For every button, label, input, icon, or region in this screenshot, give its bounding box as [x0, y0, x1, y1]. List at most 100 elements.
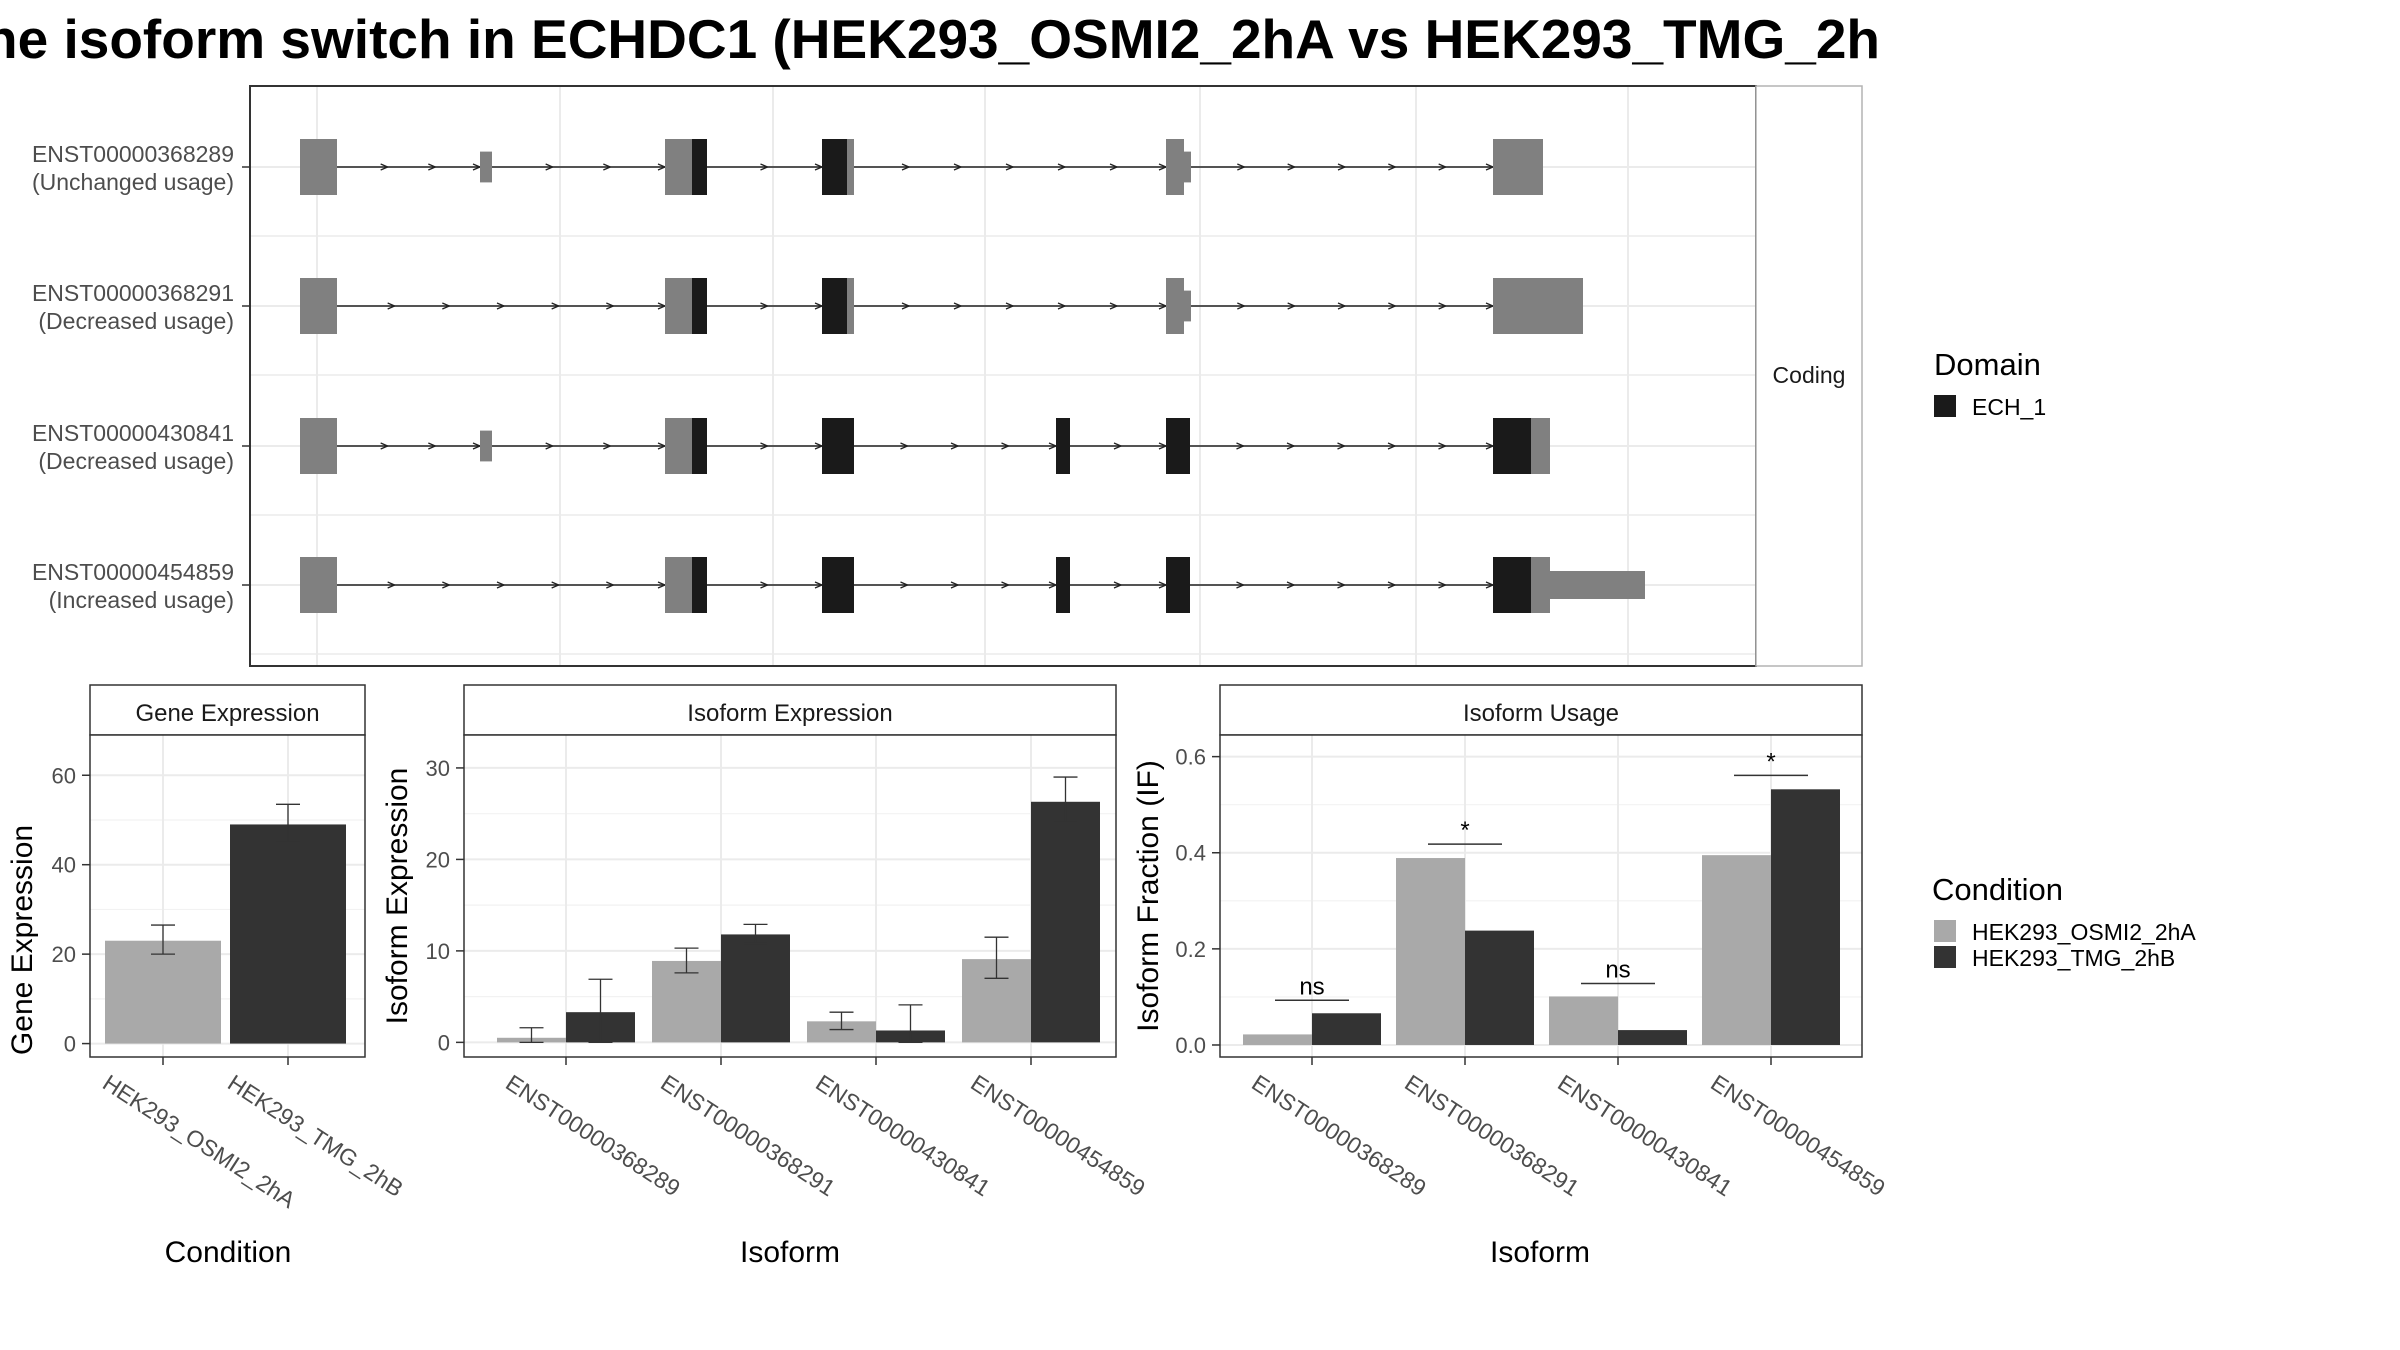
bar: [1031, 801, 1100, 1043]
domain-legend-title: Domain: [1934, 347, 2041, 382]
bar: [1465, 930, 1534, 1045]
bar: [1618, 1030, 1687, 1045]
intron-arrow: [900, 581, 910, 589]
domain-legend-swatch: [1934, 395, 1956, 417]
intron-arrow: [551, 581, 561, 589]
x-axis-title: Isoform: [740, 1236, 840, 1269]
transcript-track-ENST00000368291: [300, 278, 1583, 334]
error-bar: [984, 936, 1009, 979]
error-bar: [519, 1027, 544, 1044]
intron-arrow: [760, 302, 770, 310]
intron-arrow: [442, 302, 451, 310]
plot-border: [89, 734, 366, 1058]
intron-arrow: [901, 163, 911, 171]
intron-arrow: [1337, 302, 1347, 310]
exon-utr: [1184, 151, 1191, 183]
domain-legend: Domain ECH_1: [1934, 347, 2046, 420]
y-axis-title: Isoform Fraction (IF): [1132, 760, 1165, 1032]
y-tick-label: 0.4: [1175, 841, 1206, 866]
y-tick-label: 0: [64, 1032, 76, 1057]
exon-utr: [480, 151, 492, 183]
chart-panel-1: Isoform Expression0102030ENST00000368289…: [381, 684, 1150, 1269]
significance-annotation: ns: [1581, 956, 1655, 985]
y-axis-title: Isoform Expression: [381, 768, 414, 1025]
bar: [652, 960, 721, 1043]
intron-arrow: [380, 163, 390, 171]
chart-panel-2: Isoform Usage0.00.20.40.6ENST00000368289…: [1132, 684, 1890, 1269]
exon-utr: [1493, 139, 1543, 195]
exon-cds: [692, 557, 707, 613]
intron-arrow: [1109, 302, 1119, 310]
y-tick-label: 20: [426, 847, 450, 872]
condition-legend-label-b: HEK293_TMG_2hB: [1972, 945, 2175, 971]
y-tick-label: 60: [52, 763, 76, 788]
exon-utr: [1531, 418, 1550, 474]
intron-arrow: [1005, 163, 1015, 171]
y-tick-label: 40: [52, 853, 76, 878]
chart-title: Isoform Expression: [687, 700, 892, 727]
bar: [721, 934, 790, 1043]
intron-arrow: [1286, 581, 1296, 589]
bar: [807, 1021, 876, 1043]
exon-utr: [1184, 290, 1191, 322]
intron-arrow: [1287, 163, 1297, 171]
bar-chart-panels: Gene Expression0204060HEK293_OSMI2_2hAHE…: [6, 684, 1890, 1269]
error-bar: [588, 978, 613, 1044]
intron-arrow: [1236, 442, 1246, 450]
significance-annotation: *: [1428, 817, 1502, 845]
y-tick-label: 30: [426, 756, 450, 781]
intron-arrow: [496, 581, 506, 589]
exon-cds: [822, 557, 854, 613]
exon-utr: [1531, 557, 1550, 613]
transcript-usage-label: (Increased usage): [49, 587, 234, 613]
transcript-track-ENST00000368289: [300, 139, 1543, 195]
intron-arrow: [606, 302, 615, 310]
significance-annotation: *: [1734, 748, 1808, 777]
condition-legend-swatch-a: [1934, 920, 1956, 942]
intron-arrow: [603, 163, 612, 171]
chart-strip: [463, 684, 1117, 736]
exon-utr: [847, 278, 854, 334]
condition-legend-title: Condition: [1932, 872, 2063, 907]
intron-arrow: [1113, 442, 1123, 450]
intron-arrow: [545, 163, 555, 171]
exon-utr: [665, 139, 692, 195]
intron-arrow: [1287, 302, 1297, 310]
transcript-id-label: ENST00000368291: [32, 280, 234, 306]
exon-utr: [1166, 139, 1184, 195]
error-bar: [1053, 776, 1078, 823]
intron-arrow: [603, 442, 612, 450]
exon-utr: [665, 418, 692, 474]
exon-cds: [822, 418, 854, 474]
exon-utr: [300, 139, 337, 195]
chart-panel-0: Gene Expression0204060HEK293_OSMI2_2hAHE…: [6, 684, 408, 1269]
x-axis-title: Isoform: [1490, 1236, 1590, 1269]
intron-arrow: [1337, 163, 1347, 171]
intron-arrow: [1388, 163, 1397, 171]
intron-arrow: [1286, 442, 1296, 450]
domain-legend-label: ECH_1: [1972, 394, 2046, 420]
intron-arrow: [1337, 442, 1347, 450]
exon-cds: [1493, 418, 1531, 474]
exon-cds: [1166, 557, 1190, 613]
intron-arrow: [551, 302, 561, 310]
chart-strip: [89, 684, 366, 736]
error-bar: [276, 803, 300, 843]
intron-arrow: [953, 302, 963, 310]
condition-legend-swatch-b: [1934, 946, 1956, 968]
intron-arrow: [1388, 302, 1397, 310]
error-bar: [829, 1011, 854, 1031]
chart-strip: [1219, 684, 1863, 736]
intron-arrow: [1109, 163, 1119, 171]
error-bar: [674, 947, 699, 974]
intron-arrow: [1001, 442, 1011, 450]
intron-arrow: [387, 302, 397, 310]
transcript-structure-panel: Coding ENST00000368289(Unchanged usage)E…: [32, 85, 1863, 667]
intron-arrow: [1237, 163, 1246, 171]
intron-arrow: [1001, 581, 1011, 589]
transcript-id-label: ENST00000430841: [32, 420, 234, 446]
intron-arrow: [950, 581, 960, 589]
y-axis-title: Gene Expression: [6, 825, 39, 1055]
intron-arrow: [760, 442, 770, 450]
y-tick-label: 10: [426, 939, 450, 964]
